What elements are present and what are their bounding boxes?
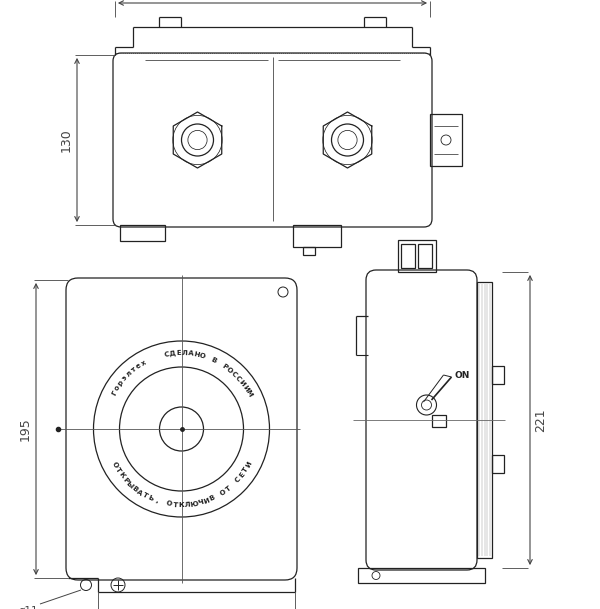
Bar (302, 247, 314, 255)
Text: О: О (166, 501, 172, 507)
Text: С: С (234, 375, 242, 382)
Text: э: э (121, 375, 128, 382)
Text: 130: 130 (60, 128, 73, 152)
Text: е: е (135, 362, 142, 370)
Text: Т: Т (114, 466, 121, 474)
Text: Р: Р (121, 476, 129, 484)
Text: Т: Т (172, 502, 178, 508)
Bar (120, 225, 165, 241)
Text: ø11: ø11 (19, 606, 38, 609)
Text: И: И (245, 460, 253, 469)
Bar (430, 114, 462, 166)
Text: Ы: Ы (125, 480, 134, 489)
Text: И: И (238, 379, 246, 387)
Text: О: О (225, 366, 233, 374)
Text: И: И (241, 384, 250, 392)
Text: Р: Р (221, 362, 228, 370)
Text: Л: Л (182, 350, 188, 356)
Text: А: А (188, 350, 194, 357)
Bar (358, 568, 485, 583)
Text: Т: Т (242, 466, 249, 474)
Text: Т: Т (224, 485, 232, 493)
Text: Т: Т (142, 492, 149, 499)
Text: Ч: Ч (197, 499, 204, 506)
Text: х: х (140, 359, 147, 367)
Text: С: С (234, 476, 242, 484)
Text: т: т (130, 367, 137, 373)
Text: К: К (179, 502, 184, 508)
Text: С: С (230, 370, 238, 378)
Text: М: М (244, 389, 253, 398)
Text: О: О (199, 352, 206, 360)
Text: ON: ON (455, 370, 470, 379)
Text: Ь: Ь (147, 495, 154, 502)
Text: Ю: Ю (190, 501, 199, 507)
Text: Г: Г (111, 390, 118, 396)
Text: Е: Е (176, 350, 181, 356)
Text: 221: 221 (534, 408, 547, 432)
Bar (293, 225, 341, 247)
Bar (477, 282, 492, 558)
Bar (431, 415, 445, 427)
Text: И: И (203, 497, 210, 505)
Bar (401, 244, 415, 268)
Bar (398, 240, 436, 272)
Bar (418, 244, 431, 268)
Text: Е: Е (238, 471, 245, 479)
Text: Л: Л (185, 501, 191, 508)
Text: В: В (209, 495, 216, 502)
Text: В: В (131, 485, 139, 493)
Text: л: л (125, 370, 133, 378)
Bar (492, 456, 504, 473)
Text: О: О (219, 488, 227, 496)
Text: Н: Н (193, 351, 200, 358)
Text: Д: Д (169, 350, 176, 357)
Bar (492, 367, 504, 384)
Text: ,: , (154, 498, 159, 504)
Text: о: о (113, 384, 121, 392)
Text: 195: 195 (19, 417, 32, 441)
Text: К: К (117, 471, 125, 479)
Text: В: В (210, 356, 218, 364)
Text: р: р (117, 379, 125, 387)
Text: А: А (136, 488, 143, 496)
Text: С: С (163, 351, 169, 358)
Text: О: О (110, 460, 118, 469)
